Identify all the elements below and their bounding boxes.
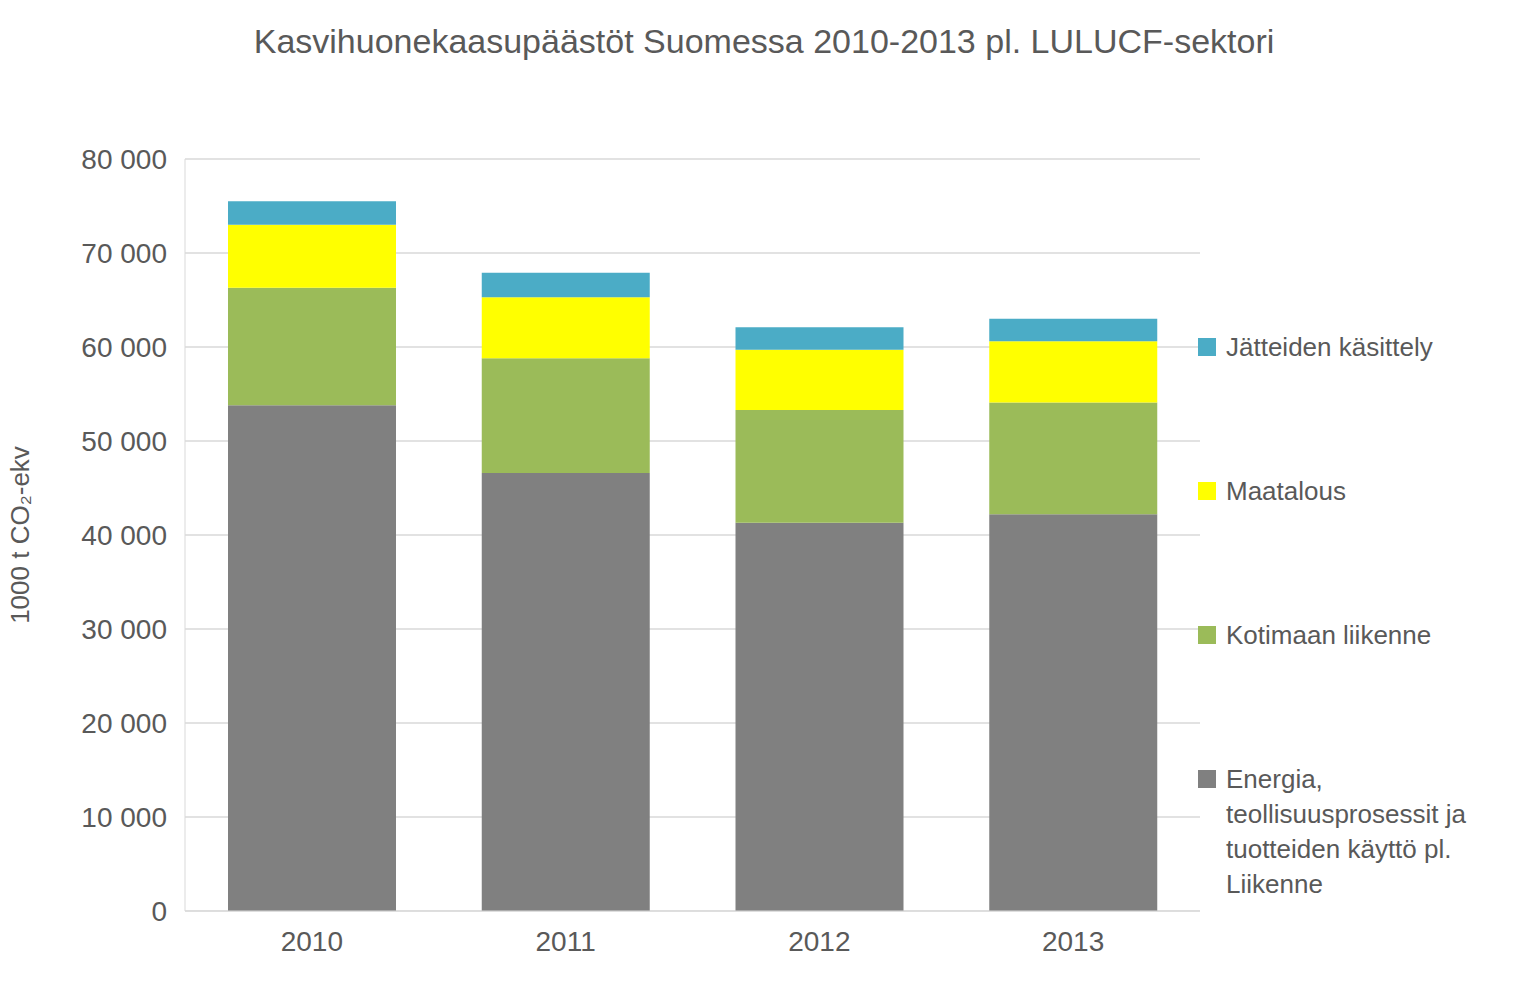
html-text:Kasvihuonekaasupäästöt Suomess: Kasvihuonekaasupäästöt Suomessa 2010-201…	[253, 22, 1275, 60]
svg-text:20 000: 20 000	[81, 708, 167, 739]
svg-text:50 000: 50 000	[81, 426, 167, 457]
svg-text:30 000: 30 000	[81, 614, 167, 645]
svg-text:70 000: 70 000	[81, 238, 167, 269]
svg-text:40 000: 40 000	[81, 520, 167, 551]
svg-text:10 000: 10 000	[81, 802, 167, 833]
svg-text:60 000: 60 000	[81, 332, 167, 363]
svg-text:80 000: 80 000	[81, 144, 167, 175]
svg-text:2010: 2010	[281, 926, 343, 957]
svg-text:1000 t CO₂-ekv: 1000 t CO₂-ekv	[8, 446, 35, 624]
html-text:Maatalous: Maatalous	[1226, 476, 1346, 506]
svg-text:2012: 2012	[788, 926, 850, 957]
svg-text:0: 0	[151, 896, 167, 927]
html-text:Kotimaan liikenne: Kotimaan liikenne	[1226, 620, 1432, 650]
svg-text:2011: 2011	[536, 926, 596, 957]
html-text:Jätteiden käsittely: Jätteiden käsittely	[1226, 332, 1433, 362]
html-text:Energia, teollisuusprosessit j: Energia, teollisuusprosessit ja tuotteid…	[1226, 764, 1466, 899]
svg-text:2013: 2013	[1042, 926, 1104, 957]
